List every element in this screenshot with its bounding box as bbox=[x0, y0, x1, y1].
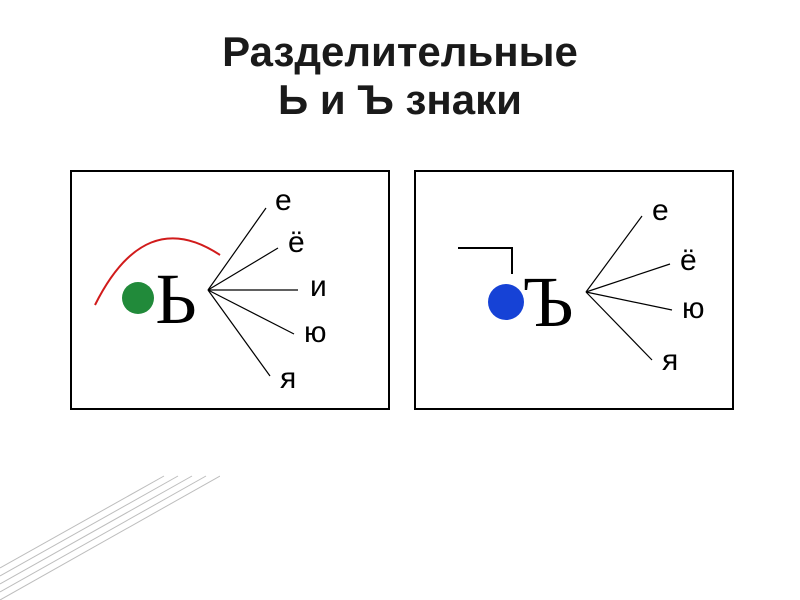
svg-text:и: и bbox=[310, 270, 327, 303]
title-line-2: Ь и Ъ знаки bbox=[0, 76, 800, 124]
svg-text:я: я bbox=[662, 344, 678, 377]
corner-decoration bbox=[0, 470, 220, 600]
svg-text:я: я bbox=[280, 362, 296, 395]
svg-text:ю: ю bbox=[304, 316, 327, 349]
svg-text:е: е bbox=[652, 194, 669, 227]
svg-text:Ь: Ь bbox=[155, 259, 196, 339]
svg-text:ю: ю bbox=[682, 292, 705, 325]
page-title: Разделительные Ь и Ъ знаки bbox=[0, 28, 800, 125]
svg-hard-sign: Ъеёюя bbox=[414, 170, 734, 410]
svg-text:е: е bbox=[275, 184, 292, 217]
svg-soft-sign: Ьеёиюя bbox=[70, 170, 390, 410]
svg-text:ё: ё bbox=[680, 244, 697, 277]
panel-hard-sign: Ъеёюя bbox=[414, 170, 734, 410]
title-line-1: Разделительные bbox=[0, 28, 800, 76]
svg-text:Ъ: Ъ bbox=[523, 262, 574, 342]
diagram-panels: Ьеёиюя Ъеёюя bbox=[70, 170, 734, 410]
panel-soft-sign: Ьеёиюя bbox=[70, 170, 390, 410]
svg-text:ё: ё bbox=[288, 226, 305, 259]
